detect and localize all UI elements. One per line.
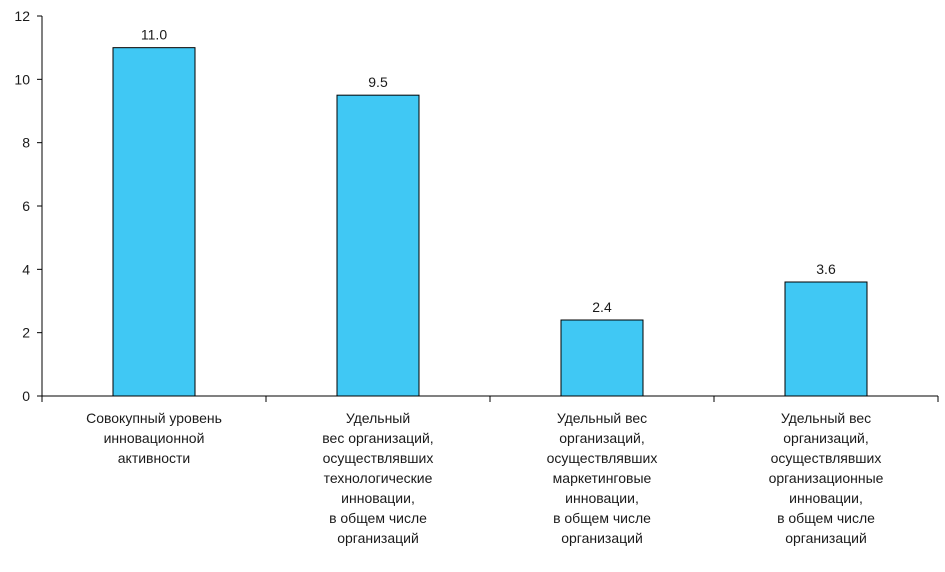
y-tick-label: 0 [22, 388, 30, 404]
bars [112, 47, 868, 397]
x-category-label-line: инновационной [104, 430, 205, 446]
y-tick-label: 4 [22, 261, 30, 277]
x-category-label-line: в общем числе [777, 510, 875, 526]
category-labels: Совокупный уровень инновационной активност… [86, 410, 884, 546]
y-tick-label: 6 [22, 198, 30, 214]
x-category-label-line: Удельный вес [781, 410, 871, 426]
data-label: 3.6 [816, 261, 836, 277]
x-category-label-line: организаций, [559, 430, 644, 446]
x-category-label-line: организаций [561, 530, 643, 546]
x-category-label-line: инновации, [565, 490, 639, 506]
x-axis [41, 395, 939, 402]
bar [784, 281, 868, 397]
y-tick-label: 8 [22, 135, 30, 151]
x-category-label: Совокупный уровень инновационной активност… [86, 410, 222, 466]
y-tick-label: 12 [14, 8, 30, 24]
x-category-label-line: вес организаций, [322, 430, 433, 446]
x-category-label-line: активности [118, 450, 191, 466]
x-category-label: Удельный вес организаций, осуществлявших те… [322, 410, 433, 546]
y-tick-label: 10 [14, 71, 30, 87]
y-axis: 0 2 4 6 8 10 12 [14, 8, 43, 404]
x-category-label-line: осуществлявших [771, 450, 882, 466]
y-tick-label: 2 [22, 325, 30, 341]
x-category-label-line: инновации, [789, 490, 863, 506]
x-category-label-line: инновации, [341, 490, 415, 506]
x-category-label-line: организаций [337, 530, 419, 546]
data-label: 2.4 [592, 299, 612, 315]
x-category-label-line: в общем числе [553, 510, 651, 526]
x-category-label-line: маркетинговые [553, 470, 652, 486]
x-category-label: Удельный вес организаций, осуществлявших ма… [547, 410, 658, 546]
x-category-label-line: организаций [785, 530, 867, 546]
data-label: 9.5 [368, 74, 388, 90]
x-category-label-line: Совокупный уровень [86, 410, 222, 426]
data-labels: 11.0 9.5 2.4 3.6 [141, 27, 836, 315]
bar [336, 94, 420, 397]
data-label: 11.0 [141, 27, 167, 43]
x-category-label-line: Удельный [346, 410, 410, 426]
x-category-label-line: технологические [324, 470, 433, 486]
x-category-label-line: организационные [769, 470, 884, 486]
x-category-label-line: Удельный вес [557, 410, 647, 426]
x-category-label-line: организаций, [783, 430, 868, 446]
x-category-label-line: осуществлявших [547, 450, 658, 466]
x-category-label-line: в общем числе [329, 510, 427, 526]
bar [112, 47, 196, 397]
bar [560, 319, 644, 397]
x-category-label-line: осуществлявших [323, 450, 434, 466]
x-category-label: Удельный вес организаций, осуществлявших ор… [769, 410, 884, 546]
